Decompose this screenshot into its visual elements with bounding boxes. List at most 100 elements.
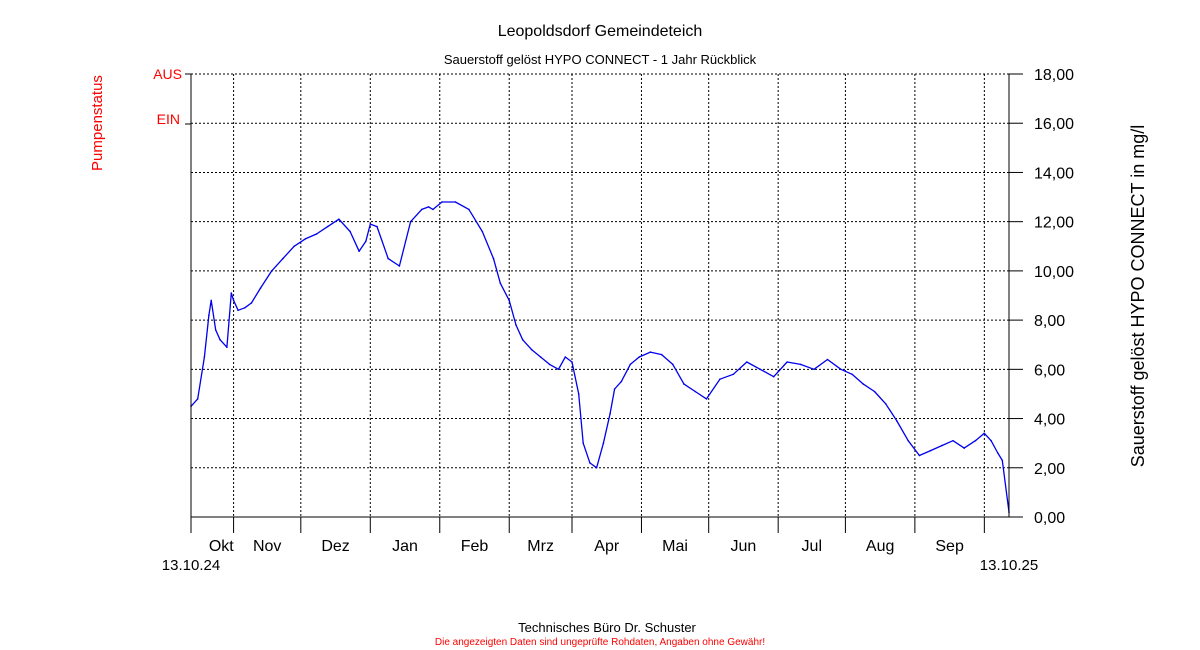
data-point: [232, 299, 235, 302]
data-point: [214, 329, 217, 331]
data-point: [508, 299, 511, 302]
data-point: [349, 230, 351, 233]
x-month-label: Dez: [321, 538, 349, 555]
data-point: [499, 282, 502, 285]
data-point: [613, 388, 616, 390]
data-point: [694, 390, 696, 393]
data-point: [210, 299, 212, 302]
y-tick-label: 10,00: [1034, 264, 1074, 281]
chart-subtitle: Sauerstoff gelöst HYPO CONNECT - 1 Jahr …: [444, 52, 757, 67]
data-point: [896, 420, 898, 422]
data-point: [481, 230, 484, 233]
y-tick-label: 4,00: [1034, 412, 1065, 429]
data-point: [719, 378, 721, 381]
x-month-label: Nov: [253, 538, 281, 555]
x-month-label: Apr: [594, 538, 620, 555]
data-point: [376, 225, 378, 228]
data-point: [208, 314, 210, 317]
data-point: [557, 368, 560, 371]
data-point: [983, 432, 986, 435]
data-point: [548, 363, 551, 366]
data-point: [746, 361, 748, 363]
x-month-label: Jan: [392, 538, 418, 555]
data-point: [862, 383, 865, 385]
data-point: [609, 412, 611, 415]
data-point: [270, 270, 273, 272]
data-point: [454, 201, 457, 203]
data-point: [997, 452, 999, 454]
data-point: [282, 257, 284, 260]
data-point: [620, 380, 623, 383]
data-point: [660, 353, 663, 356]
grid-lines: [191, 73, 1009, 517]
data-point: [244, 307, 246, 309]
data-point: [772, 375, 775, 378]
plot-frame: [185, 73, 1010, 518]
x-month-label: Feb: [461, 538, 489, 555]
data-point: [1001, 459, 1004, 462]
data-point: [427, 206, 430, 208]
data-point: [521, 339, 524, 341]
pump-status-off-label: AUS: [153, 66, 182, 82]
footer-disclaimer: Die angezeigten Daten sind ungeprüfte Ro…: [435, 637, 765, 648]
data-point: [929, 449, 932, 452]
data-point: [203, 356, 206, 358]
x-month-label: Aug: [866, 538, 894, 555]
y-tick-label: 0,00: [1034, 510, 1065, 527]
data-point: [629, 363, 632, 366]
footer-company: Technisches Büro Dr. Schuster: [518, 620, 696, 635]
data-point: [571, 361, 573, 363]
data-point: [515, 324, 517, 326]
data-point: [230, 292, 233, 294]
data-point: [732, 373, 735, 376]
pump-status-axis-label: Pumpenstatus: [89, 75, 106, 171]
x-month-label: Jun: [731, 538, 757, 555]
x-end-date-label: 13.10.25: [980, 557, 1038, 574]
data-point: [409, 220, 412, 223]
data-point: [884, 403, 887, 405]
data-point: [672, 363, 674, 366]
data-point: [683, 383, 685, 385]
y-tick-label: 12,00: [1034, 215, 1074, 232]
data-point: [293, 245, 295, 248]
data-point: [649, 351, 652, 353]
data-point: [421, 208, 423, 211]
x-axis-ticks: Okt Nov Dez Jan Feb Mrz Apr Mai Jun Jul Aug Sep: [190, 517, 985, 555]
data-point: [582, 442, 584, 445]
data-point: [219, 339, 221, 341]
y-axis-ticks: 0,00 2,00 4,00 6,00 8,00 10,00 12,00 14,00 16,00…: [1009, 67, 1074, 527]
data-point: [196, 398, 199, 400]
y-tick-label: 18,00: [1034, 67, 1074, 84]
data-point: [952, 439, 954, 442]
x-month-label: Jul: [802, 538, 822, 555]
data-point: [577, 393, 580, 395]
data-point: [638, 356, 640, 358]
data-point: [530, 348, 533, 351]
x-month-label: Sep: [935, 538, 964, 555]
data-point: [786, 361, 788, 363]
data-point: [941, 444, 943, 447]
data-point: [602, 442, 605, 445]
data-point: [441, 201, 443, 203]
data-point: [326, 225, 329, 228]
y-tick-label: 6,00: [1034, 362, 1065, 379]
y-tick-label: 14,00: [1034, 165, 1074, 182]
data-point: [589, 462, 591, 464]
data-point: [963, 447, 965, 449]
data-point: [492, 257, 495, 260]
y-axis-label: Sauerstoff gelöst HYPO CONNECT in mg/l: [1128, 125, 1148, 467]
x-month-label: Okt: [209, 538, 234, 555]
x-start-date-label: 13.10.24: [162, 557, 220, 574]
data-point: [250, 302, 253, 304]
data-point: [338, 218, 340, 220]
series-line: [190, 201, 1010, 513]
series-group: [190, 201, 1010, 513]
data-point: [226, 346, 228, 349]
data-point: [840, 368, 842, 371]
data-point: [398, 265, 401, 267]
data-point: [851, 373, 853, 376]
data-point: [468, 208, 470, 211]
data-point: [799, 363, 802, 366]
data-point: [918, 454, 921, 457]
